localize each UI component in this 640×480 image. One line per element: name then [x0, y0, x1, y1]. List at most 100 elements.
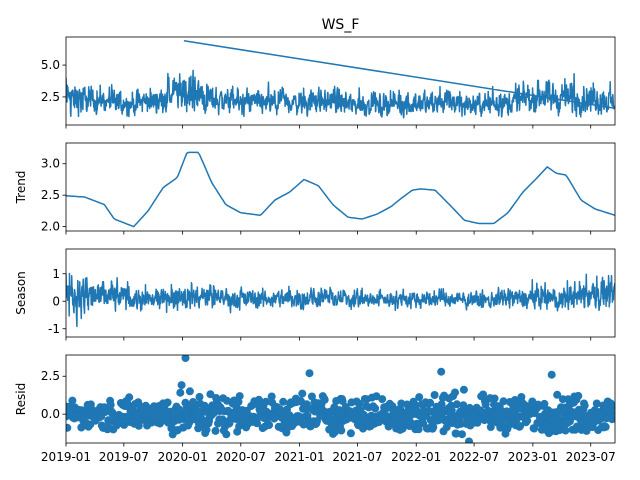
- scatter-point: [206, 390, 215, 399]
- scatter-point: [580, 401, 589, 410]
- axes-frame-trend: [65, 142, 616, 232]
- scatter-point: [553, 390, 562, 399]
- scatter-point: [540, 399, 549, 408]
- scatter-point: [66, 423, 72, 432]
- axes-frame-observed: [65, 36, 616, 126]
- scatter-point: [447, 406, 456, 415]
- y-tick-label: 2.0: [41, 220, 60, 234]
- scatter-point: [486, 423, 495, 431]
- x-tick-label: 2022-07: [449, 450, 499, 464]
- y-axis-label-trend: Trend: [14, 171, 28, 205]
- scatter-point-outlier: [181, 355, 190, 362]
- x-tick-label: 2020-07: [216, 450, 266, 464]
- scatter-point: [320, 395, 329, 404]
- plot-area-seasonal: [66, 272, 615, 328]
- scatter-point: [134, 421, 143, 430]
- scatter-point: [346, 429, 355, 438]
- scatter-point: [330, 428, 339, 437]
- scatter-point: [298, 389, 307, 398]
- scatter-point: [211, 426, 220, 435]
- scatter-point: [430, 391, 439, 399]
- scatter-point: [516, 422, 525, 430]
- scatter-point: [456, 419, 465, 428]
- scatter-point: [426, 398, 435, 407]
- scatter-point: [222, 430, 231, 439]
- scatter-point: [195, 392, 204, 401]
- scatter-point: [574, 391, 583, 400]
- y-axis-label-seasonal: Season: [14, 271, 28, 315]
- panel-seasonal: -1 0 1 Season: [14, 248, 616, 341]
- plot-area-observed: [66, 40, 615, 119]
- scatter-point-outlier: [305, 369, 314, 378]
- x-tick-label: 2019-07: [99, 450, 149, 464]
- x-tick-label: 2021-01: [275, 450, 325, 464]
- x-tick-label: 2023-01: [508, 450, 558, 464]
- scatter-point: [452, 400, 461, 409]
- x-axis-labels: 2019-01 2019-07 2020-01 2020-07 2021-01 2021-…: [41, 450, 616, 464]
- y-tick-label: 2.5: [41, 188, 60, 202]
- x-tick-label: 2023-07: [566, 450, 616, 464]
- scatter-point: [185, 387, 194, 396]
- chart-title: WS_F: [322, 17, 360, 33]
- scatter-point: [459, 385, 468, 394]
- scatter-point: [566, 417, 574, 426]
- axes-frame-resid: [65, 354, 616, 444]
- scatter-point-outlier: [547, 370, 556, 379]
- y-tick-label: 2.5: [41, 90, 60, 104]
- y-tick-label: 0: [52, 294, 60, 308]
- series-line-trend: [66, 151, 615, 228]
- scatter-point: [338, 397, 347, 406]
- y-tick-label: 1: [52, 267, 60, 281]
- x-tick-label: 2022-01: [391, 450, 441, 464]
- scatter-point: [592, 399, 601, 408]
- y-tick-label: 2.5: [41, 369, 60, 383]
- y-tick-label: 3.0: [41, 157, 60, 171]
- panels: 2.5 5.0 2.0 2.5 3.0 Trend -1 0 1 Season 0.0 2.5 Resi…: [14, 36, 616, 464]
- y-tick-label: -1: [48, 322, 60, 336]
- scatter-point: [523, 416, 532, 425]
- y-axis-label-resid: Resid: [14, 383, 28, 415]
- scatter-point: [601, 422, 610, 431]
- scatter-point: [610, 410, 615, 419]
- scatter-point: [177, 381, 186, 390]
- scatter-point: [609, 402, 615, 411]
- scatter-point: [371, 404, 380, 413]
- scatter-point: [499, 397, 508, 406]
- scatter-point: [414, 425, 423, 434]
- plot-area-trend: [66, 151, 615, 228]
- axes-frame-seasonal: [65, 248, 616, 338]
- panel-resid: 0.0 2.5 Resid: [14, 354, 616, 447]
- series-line-observed: [66, 40, 615, 119]
- scatter-point: [437, 400, 446, 409]
- scatter-point: [202, 425, 211, 434]
- scatter-point: [458, 430, 466, 439]
- series-line-seasonal: [66, 272, 615, 328]
- scatter-point: [68, 396, 77, 405]
- scatter-point: [261, 397, 270, 406]
- scatter-point-outlier: [465, 437, 473, 443]
- scatter-point: [415, 393, 424, 402]
- scatter-point: [490, 394, 499, 403]
- panel-observed: 2.5 5.0: [41, 36, 616, 129]
- scatter-point: [442, 423, 451, 432]
- plot-area-resid: [66, 355, 615, 443]
- scatter-point: [459, 401, 468, 410]
- scatter-point: [265, 421, 274, 430]
- scatter-point: [337, 426, 346, 435]
- scatter-point: [254, 413, 263, 422]
- y-tick-label: 0.0: [41, 407, 60, 421]
- scatter-point: [163, 398, 172, 407]
- scatter-point: [355, 399, 364, 408]
- scatter-points-resid: [66, 355, 615, 443]
- scatter-point: [406, 418, 415, 427]
- scatter-point: [451, 388, 459, 397]
- scatter-point: [429, 423, 438, 432]
- scatter-point: [125, 393, 134, 402]
- scatter-point: [359, 424, 367, 433]
- scatter-point: [235, 392, 244, 401]
- scatter-point: [176, 388, 185, 397]
- scatter-point: [267, 392, 276, 401]
- scatter-point: [279, 397, 288, 406]
- x-tick-label: 2019-01: [41, 450, 91, 464]
